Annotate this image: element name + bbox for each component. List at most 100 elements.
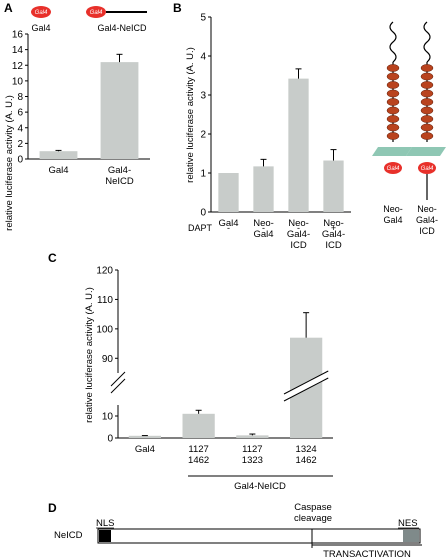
notch-repeat: [386, 132, 400, 140]
panel-b-bar: [253, 166, 274, 212]
panel-c-category-label: 1462: [296, 455, 317, 466]
panel-a-y-tick-label: 6: [17, 108, 23, 119]
nls-box: [99, 530, 111, 542]
panel-label-a: A: [4, 1, 13, 15]
panel-c-category-label: 1127: [242, 444, 262, 455]
panel-a-category-label: Gal4: [48, 165, 68, 176]
notch-repeat: [420, 81, 434, 89]
neo-gal4-icd-pill-shape: [418, 162, 436, 174]
panel-a-y-tick-label: 0: [17, 155, 23, 166]
panel-c-y-tick-label: 90: [102, 354, 114, 365]
panel-c-axis-break-mark: [110, 371, 126, 387]
panel-a-category-label: NeICD: [105, 176, 134, 187]
panel-a-category-label: Gal4-: [108, 165, 131, 176]
neo-gal4-label-line-2: Gal4: [383, 215, 402, 225]
notch-repeat: [420, 106, 434, 115]
panel-d: D NeICD NLS NES Caspase cleavage TRANSAC…: [48, 501, 422, 560]
panel-b-category-label: Gal4: [253, 229, 273, 240]
neo-gal4-membrane: [372, 147, 412, 156]
panel-b-y-tick-label: 1: [200, 169, 206, 180]
neo-gal4-repeats: [386, 64, 400, 140]
transactivation-label: TRANSACTIVATION: [323, 549, 411, 560]
panel-c-bar: [182, 413, 215, 438]
caspase-label-line-1: Caspase: [294, 502, 332, 513]
panel-b-category-label: ICD: [290, 240, 307, 251]
panel-a-ylabel: relative luciferase activity (A. U.): [4, 95, 15, 231]
gal4-pill-text: Gal4: [35, 10, 48, 16]
panel-a-y-tick-label: 8: [17, 92, 23, 103]
panel-c-category-label: 1324: [296, 444, 317, 455]
panel-c-category-label: 1462: [188, 455, 209, 466]
gal4-legend-label: Gal4: [31, 23, 50, 33]
panel-a-y-tick-label: 4: [17, 123, 23, 134]
panel-b-category-label: Neo-: [288, 218, 309, 229]
notch-repeat: [420, 98, 434, 106]
neo-gal4-icd-membrane: [406, 147, 446, 156]
panel-a-y-tick-label: 12: [12, 61, 24, 72]
neo-gal4-label-line-1: Neo-: [383, 204, 403, 214]
notch-repeat: [386, 123, 400, 132]
neo-gal4-icd-label-line-2: Gal4-: [416, 215, 438, 225]
panel-a-y-tick-label: 10: [12, 76, 24, 87]
panel-b-ylabel: relative luciferase activity (A. U.): [185, 47, 196, 183]
panel-c-ylabel: relative luciferase activity (A. U.): [84, 287, 95, 423]
neo-gal4-pill-text: Gal4: [387, 166, 400, 172]
dapt-value: -: [262, 223, 265, 233]
panel-label-b: B: [173, 1, 182, 15]
panel-b-bar: [323, 160, 344, 212]
panel-c-category-label: 1127: [188, 444, 208, 455]
nelcd-row-label: NeICD: [54, 530, 83, 541]
panel-c-bar-break-mark: [283, 377, 329, 402]
notch-repeat: [386, 72, 400, 81]
notch-repeat: [420, 72, 434, 81]
panel-b-category-label: ICD: [325, 240, 342, 251]
nes-box: [403, 530, 419, 542]
panel-b-category-label: Gal4-: [287, 229, 310, 240]
panel-label-d: D: [48, 501, 57, 515]
panel-c-y-tick-label: 100: [96, 324, 113, 335]
panel-b-y-tick-label: 4: [200, 52, 206, 63]
nes-label: NES: [398, 518, 418, 529]
neo-gal4-pill-shape: [384, 162, 402, 174]
dapt-value: +: [331, 223, 336, 233]
panel-c-y-tick-label: 10: [102, 412, 114, 423]
panel-c-y-tick-label: 0: [107, 434, 113, 445]
panel-b-y-tick-label: 3: [200, 91, 206, 102]
panel-a-y-tick-label: 14: [12, 45, 24, 56]
panel-c-y-tick-label: 110: [97, 295, 113, 306]
panel-c-bar: [128, 435, 161, 438]
panel-a-bar: [100, 62, 139, 159]
neo-gal4-icd-label-line-1: Neo-: [417, 204, 437, 214]
notch-repeat: [420, 115, 434, 123]
gal4-nelcd-legend-label: Gal4-NeICD: [97, 23, 147, 33]
panel-a-y-tick-label: 2: [17, 139, 23, 150]
nls-label: NLS: [96, 518, 114, 529]
notch-repeat: [420, 64, 434, 72]
panel-c-category-label: Gal4: [135, 444, 155, 455]
caspase-label-line-2: cleavage: [294, 513, 332, 524]
panel-c-group-label: Gal4-NeICD: [234, 481, 286, 492]
panel-c: C relative luciferase activity (A. U.) 0…: [48, 251, 333, 492]
notch-repeat: [420, 89, 434, 98]
notch-repeat: [420, 132, 434, 140]
dapt-label: DAPT: [188, 223, 213, 233]
panel-label-c: C: [48, 251, 57, 265]
panel-b-category-label: Gal4: [218, 218, 238, 229]
neo-gal4-schematic: Gal4 Neo- Gal4: [372, 21, 412, 225]
gal4-pill-legend: Gal4: [31, 6, 51, 18]
neo-gal4-icd-repeats: [420, 64, 434, 140]
panel-a: A Gal4 Gal4 Gal4 Gal4-NeICD relative luc…: [4, 1, 150, 231]
notch-repeat: [386, 64, 400, 72]
notch-repeat: [420, 123, 434, 132]
dapt-value: -: [227, 223, 230, 233]
panel-a-y-tick-label: 16: [12, 30, 24, 41]
dapt-value: -: [297, 223, 300, 233]
neo-gal4-icd-schematic: Gal4 Neo- Gal4- ICD: [406, 21, 446, 236]
panel-b-category-label: Neo-: [323, 218, 344, 229]
nelcd-pill-text: Gal4: [90, 10, 103, 16]
panel-c-bar-break-mark: [283, 370, 329, 395]
panel-b-bar: [288, 78, 309, 213]
panel-b-y-tick-label: 5: [200, 13, 206, 24]
